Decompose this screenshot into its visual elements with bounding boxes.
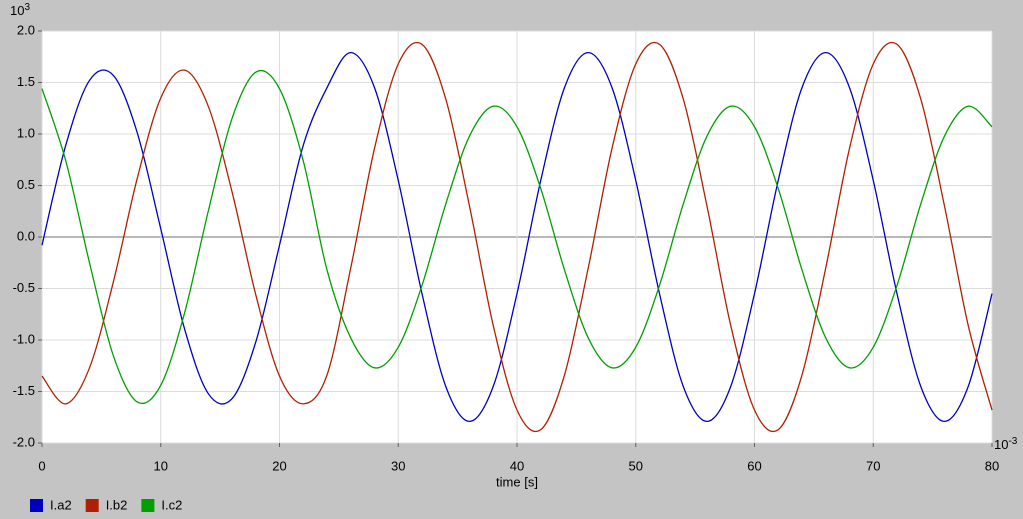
y-tick-label: -1.5 bbox=[13, 383, 35, 398]
legend-swatch bbox=[141, 499, 155, 512]
legend-swatch bbox=[85, 499, 99, 512]
x-tick-label: 30 bbox=[391, 458, 405, 473]
y-tick-label: 2.0 bbox=[17, 22, 35, 37]
y-tick-label: 1.5 bbox=[17, 74, 35, 89]
x-multiplier: 10-3 bbox=[994, 436, 1018, 453]
x-multiplier-base: 10 bbox=[994, 437, 1008, 452]
legend-label: I.a2 bbox=[50, 497, 72, 512]
x-tick-label: 60 bbox=[747, 458, 761, 473]
x-tick-label: 10 bbox=[154, 458, 168, 473]
y-tick-label: -2.0 bbox=[13, 434, 35, 449]
y-multiplier: 103 bbox=[10, 2, 30, 19]
series-line bbox=[41, 69, 993, 405]
x-tick-label: 80 bbox=[985, 458, 999, 473]
legend-label: I.b2 bbox=[106, 497, 128, 512]
x-tick-label: 20 bbox=[272, 458, 286, 473]
y-multiplier-exponent: 3 bbox=[24, 2, 30, 13]
x-tick-label: 50 bbox=[629, 458, 643, 473]
x-multiplier-exponent: -3 bbox=[1008, 436, 1017, 447]
y-tick-label: 0.5 bbox=[17, 177, 35, 192]
y-multiplier-base: 10 bbox=[10, 3, 24, 18]
series-line bbox=[41, 51, 993, 423]
legend-swatch bbox=[30, 499, 43, 512]
x-tick-label: 40 bbox=[510, 458, 524, 473]
x-tick-label: 0 bbox=[38, 458, 45, 473]
y-tick-label: 1.0 bbox=[17, 125, 35, 140]
series-line bbox=[41, 41, 993, 433]
y-tick-label: -0.5 bbox=[13, 280, 35, 295]
y-tick-label: 0.0 bbox=[17, 228, 35, 243]
x-axis-label: time [s] bbox=[496, 474, 538, 489]
legend-label: I.c2 bbox=[161, 497, 182, 512]
y-tick-label: -1.0 bbox=[13, 331, 35, 346]
x-tick-label: 70 bbox=[866, 458, 880, 473]
